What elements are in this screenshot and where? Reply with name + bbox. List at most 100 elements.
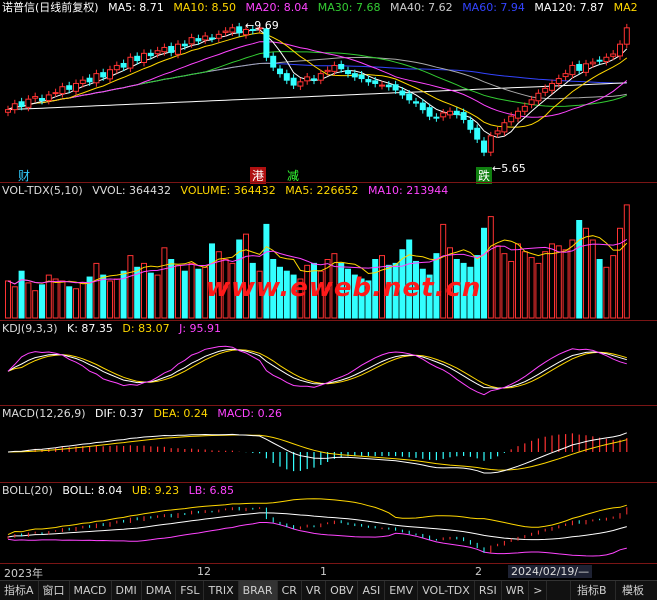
volume-panel[interactable]: VOL-TDX(5,10) VVOL: 364432 VOLUME: 36443… bbox=[0, 183, 657, 320]
volume-bar bbox=[549, 243, 555, 319]
macd-value-label: MACD: 0.26 bbox=[217, 407, 283, 420]
volume-bar bbox=[127, 255, 134, 319]
boll-chart[interactable] bbox=[0, 483, 657, 563]
volume-bar bbox=[39, 284, 45, 319]
volume-bar bbox=[188, 262, 195, 319]
volume-chart[interactable] bbox=[0, 183, 657, 320]
boll-mid-line bbox=[7, 512, 627, 541]
candle-body bbox=[610, 53, 617, 57]
tab-brar[interactable]: BRAR bbox=[238, 581, 278, 600]
candle-body bbox=[127, 56, 134, 69]
tab-window[interactable]: 窗口 bbox=[39, 581, 70, 600]
event-marker-jian[interactable]: 减 bbox=[287, 169, 300, 183]
candle-body bbox=[277, 68, 283, 75]
candle-body bbox=[358, 74, 365, 80]
volume-bar bbox=[52, 278, 59, 319]
tab-indicator-a[interactable]: 指标A bbox=[0, 581, 39, 600]
volume-bar bbox=[32, 290, 39, 319]
tab-cr[interactable]: CR bbox=[278, 581, 302, 600]
candle-body bbox=[426, 107, 433, 117]
volume-bar bbox=[311, 262, 317, 319]
tab-vr[interactable]: VR bbox=[302, 581, 327, 600]
volume-bar bbox=[100, 274, 107, 319]
tab-trix[interactable]: TRIX bbox=[204, 581, 239, 600]
volume-ma5-line bbox=[7, 235, 628, 285]
kdj-chart[interactable] bbox=[0, 321, 657, 405]
candle-body bbox=[569, 64, 576, 76]
ma40-label: MA40: 7.62 bbox=[389, 1, 453, 14]
volume-bar bbox=[351, 274, 358, 319]
volume-bar bbox=[617, 227, 623, 319]
macd-chart[interactable] bbox=[0, 406, 657, 482]
volume-bar bbox=[236, 239, 243, 319]
event-marker-cai[interactable]: 财 bbox=[18, 169, 31, 183]
candle-body bbox=[406, 93, 413, 101]
tab-emv[interactable]: EMV bbox=[385, 581, 419, 600]
volume-bar bbox=[433, 253, 440, 319]
candle-body bbox=[236, 26, 243, 34]
vol-tdx-label: VOL-TDX(5,10) bbox=[2, 184, 83, 197]
tab-vol-tdx[interactable]: VOL-TDX bbox=[418, 581, 475, 600]
volume-bar bbox=[481, 227, 487, 319]
template-button[interactable]: 模板 bbox=[615, 581, 650, 600]
volume-bar bbox=[385, 264, 392, 319]
volume-bar bbox=[120, 270, 127, 319]
candle-body bbox=[209, 37, 215, 40]
candle-body bbox=[562, 73, 569, 78]
candle-body bbox=[399, 90, 406, 96]
candle-body bbox=[351, 73, 358, 78]
tab-obv[interactable]: OBV bbox=[326, 581, 359, 600]
volume-panel-header: VOL-TDX(5,10) VVOL: 364432 VOLUME: 36443… bbox=[2, 183, 454, 199]
volume-bar bbox=[256, 270, 263, 319]
tab-dma[interactable]: DMA bbox=[142, 581, 177, 600]
candle-body bbox=[474, 127, 481, 140]
volume-bar bbox=[249, 262, 256, 319]
tab-asi[interactable]: ASI bbox=[358, 581, 386, 600]
volume-bar bbox=[521, 251, 528, 319]
candle-body bbox=[168, 45, 175, 53]
volume-bar bbox=[508, 260, 515, 319]
tab-fsl[interactable]: FSL bbox=[176, 581, 205, 600]
indicator-b-button[interactable]: 指标B bbox=[570, 581, 613, 600]
candle-body bbox=[175, 43, 181, 55]
volume-bar bbox=[113, 278, 120, 319]
candle-body bbox=[243, 28, 249, 36]
price-panel[interactable]: 诺普信(日线前复权) MA5: 8.71 MA10: 8.50 MA20: 8.… bbox=[0, 0, 657, 184]
volume-bar bbox=[229, 262, 236, 319]
volume-bar bbox=[467, 266, 474, 319]
event-marker-die[interactable]: 跌 bbox=[476, 167, 493, 184]
tab-rsi[interactable]: RSI bbox=[475, 581, 502, 600]
macd-panel[interactable]: MACD(12,26,9) DIF: 0.37 DEA: 0.24 MACD: … bbox=[0, 406, 657, 482]
tab-more-arrow[interactable]: > bbox=[529, 581, 548, 600]
boll-panel[interactable]: BOLL(20) BOLL: 8.04 UB: 9.23 LB: 6.85 bbox=[0, 483, 657, 563]
volume-bar bbox=[501, 253, 508, 319]
volume-bar bbox=[283, 270, 290, 319]
volume-bar bbox=[406, 239, 413, 319]
x-axis-label-jan: 1 bbox=[320, 565, 327, 578]
candle-body bbox=[385, 84, 392, 88]
volume-bar bbox=[18, 270, 25, 319]
tab-wr[interactable]: WR bbox=[502, 581, 530, 600]
candle-body bbox=[107, 69, 113, 80]
candle-body bbox=[528, 99, 535, 105]
candle-body bbox=[617, 43, 623, 57]
candle-body bbox=[154, 50, 161, 55]
candle-body bbox=[120, 62, 127, 68]
volume-bar bbox=[440, 223, 447, 319]
candle-body bbox=[161, 46, 168, 53]
candle-body bbox=[535, 92, 542, 102]
kdj-panel[interactable]: KDJ(9,3,3) K: 87.35 D: 83.07 J: 95.91 bbox=[0, 321, 657, 405]
kdj-d-line bbox=[7, 349, 627, 389]
separator bbox=[0, 405, 657, 406]
volume-label: VOLUME: 364432 bbox=[180, 184, 276, 197]
volume-bar bbox=[195, 268, 202, 319]
tab-dmi[interactable]: DMI bbox=[112, 581, 142, 600]
tab-macd[interactable]: MACD bbox=[70, 581, 112, 600]
event-marker-gang[interactable]: 港 bbox=[250, 167, 267, 184]
candle-body bbox=[501, 122, 508, 133]
volume-bar bbox=[168, 259, 175, 319]
volume-bar bbox=[576, 220, 583, 319]
macd-panel-header: MACD(12,26,9) DIF: 0.37 DEA: 0.24 MACD: … bbox=[2, 406, 288, 422]
price-chart[interactable] bbox=[0, 0, 657, 182]
candle-body bbox=[290, 77, 297, 86]
